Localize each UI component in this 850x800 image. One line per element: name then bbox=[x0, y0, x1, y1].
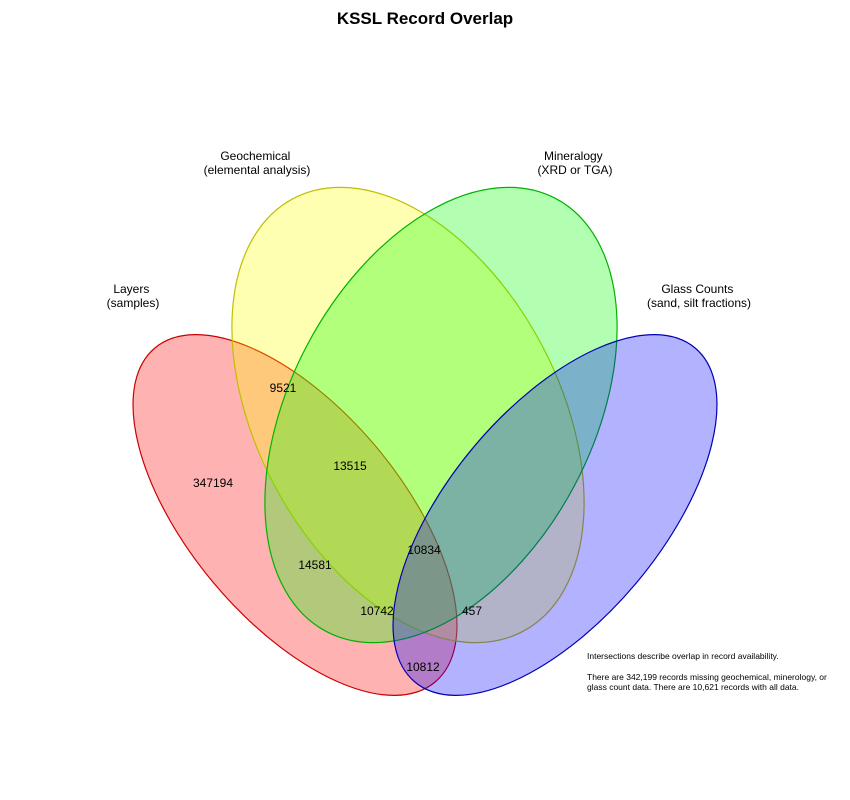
set-label-mineralogy: Mineralogy (XRD or TGA) bbox=[537, 149, 612, 177]
footnote-line-2: There are 342,199 records missing geoche… bbox=[587, 671, 827, 693]
set-label-geochemical-line-1: Geochemical bbox=[220, 149, 290, 163]
set-label-layers: Layers (samples) bbox=[107, 282, 160, 310]
diagram-title: KSSL Record Overlap bbox=[337, 9, 513, 28]
set-label-glass-counts-line-2: (sand, silt fractions) bbox=[647, 296, 751, 310]
set-label-glass-counts-line-1: Glass Counts bbox=[661, 282, 733, 296]
region-count-layers-geochemical-glass: 457 bbox=[462, 604, 482, 618]
set-label-geochemical-line-2: (elemental analysis) bbox=[204, 163, 311, 177]
set-label-glass-counts: Glass Counts (sand, silt fractions) bbox=[647, 282, 751, 310]
set-ellipse-geochemical bbox=[231, 186, 585, 644]
footnote-line-1: Intersections describe overlap in record… bbox=[587, 651, 779, 661]
set-shapes bbox=[132, 186, 718, 696]
set-ellipse-mineralogy bbox=[264, 186, 618, 644]
set-label-mineralogy-line-2: (XRD or TGA) bbox=[537, 163, 612, 177]
region-labels: 347194 9521 13515 14581 10834 10742 457 … bbox=[193, 381, 482, 674]
set-labels: Layers (samples) Geochemical (elemental … bbox=[107, 149, 751, 310]
set-label-layers-line-1: Layers bbox=[113, 282, 149, 296]
set-label-mineralogy-line-1: Mineralogy bbox=[544, 149, 603, 163]
region-count-layers-mineralogy-glass: 10742 bbox=[360, 604, 394, 618]
region-count-layers-only: 347194 bbox=[193, 476, 233, 490]
set-label-geochemical: Geochemical (elemental analysis) bbox=[204, 149, 311, 177]
region-count-all-sets: 10834 bbox=[407, 543, 441, 557]
region-count-layers-mineralogy: 14581 bbox=[298, 558, 332, 572]
region-count-layers-geochemical: 9521 bbox=[270, 381, 297, 395]
region-count-layers-geochemical-mineralogy: 13515 bbox=[333, 459, 367, 473]
set-ellipse-glass-counts bbox=[392, 334, 718, 696]
footnote: Intersections describe overlap in record… bbox=[587, 651, 832, 703]
region-count-layers-glass: 10812 bbox=[406, 660, 440, 674]
set-label-layers-line-2: (samples) bbox=[107, 296, 160, 310]
